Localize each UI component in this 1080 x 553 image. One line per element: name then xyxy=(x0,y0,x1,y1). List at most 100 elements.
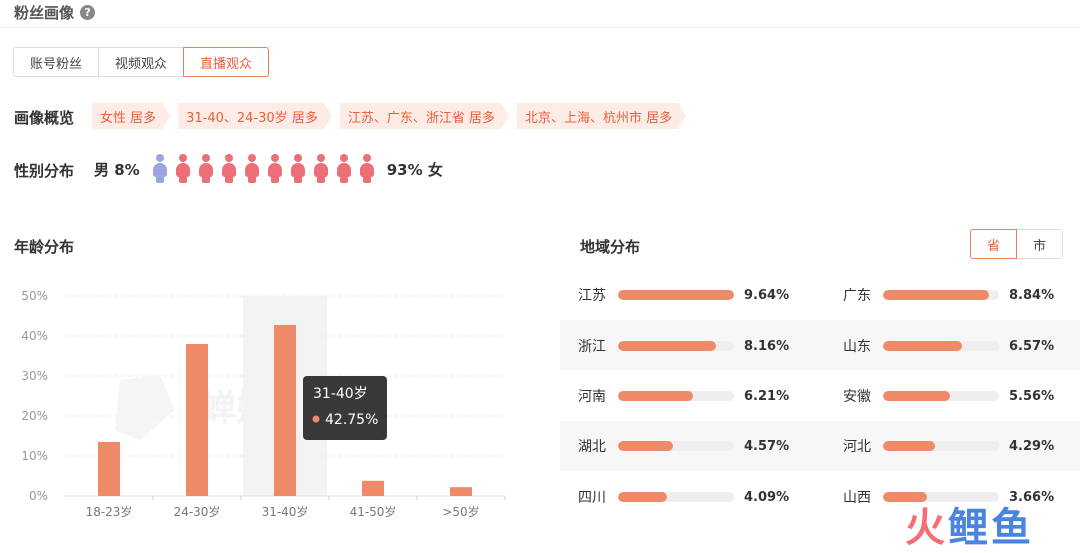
x-tick-label: 31-40岁 xyxy=(262,504,309,519)
gender-icons xyxy=(152,154,375,184)
region-item: 江苏 9.64% xyxy=(578,285,789,305)
region-bar xyxy=(883,492,999,502)
y-tick-label: 20% xyxy=(21,409,48,423)
region-bar-fill xyxy=(618,492,668,502)
brand-logo-char: 鱼 xyxy=(991,505,1032,551)
region-value: 6.57% xyxy=(1009,338,1055,354)
age-label: 年龄分布 xyxy=(14,238,75,256)
region-bar-fill xyxy=(618,391,693,401)
tooltip-title: 31-40岁 xyxy=(313,386,368,402)
female-person-icon xyxy=(221,154,237,184)
region-bar-fill xyxy=(883,290,990,300)
region-name: 河北 xyxy=(843,439,871,455)
male-person-icon xyxy=(152,154,168,184)
region-bar xyxy=(618,492,734,502)
brand-logo-char: 火 xyxy=(905,505,946,551)
region-value: 5.56% xyxy=(1009,388,1055,404)
region-name: 安徽 xyxy=(843,389,871,405)
tab-account-fans[interactable]: 账号粉丝 xyxy=(13,47,100,77)
female-person-icon xyxy=(267,154,283,184)
female-person-icon xyxy=(336,154,352,184)
gender-distribution: 男 8% 93% 女 xyxy=(94,154,443,184)
region-item: 河北 4.29% xyxy=(843,436,1054,456)
help-icon[interactable]: ? xyxy=(80,5,96,20)
overview-label: 画像概览 xyxy=(14,109,75,127)
region-bar-fill xyxy=(883,441,935,451)
x-tick-label: 18-23岁 xyxy=(86,504,133,519)
y-tick-label: 40% xyxy=(21,329,48,343)
region-bar xyxy=(883,341,999,351)
female-person-icon xyxy=(359,154,375,184)
region-value: 4.57% xyxy=(744,438,790,454)
toggle-province[interactable]: 省 xyxy=(970,229,1017,259)
age-bar-chart: 蝉妈妈0%10%20%30%40%50%18-23岁24-30岁31-40岁41… xyxy=(21,289,506,519)
female-person-icon xyxy=(244,154,260,184)
brand-watermark-logo: 火鲤鱼 xyxy=(905,495,1032,553)
region-item: 浙江 8.16% xyxy=(578,336,789,356)
region-bar xyxy=(883,441,999,451)
tooltip-value: 42.75% xyxy=(325,412,378,428)
tab-live-viewers[interactable]: 直播观众 xyxy=(183,47,270,77)
age-bar xyxy=(98,442,120,496)
overview-tag: 江苏、广东、浙江省 居多 xyxy=(340,103,509,129)
y-tick-label: 0% xyxy=(29,489,48,503)
y-tick-label: 30% xyxy=(21,369,48,383)
region-name: 湖北 xyxy=(578,439,606,455)
region-bar-fill xyxy=(883,492,928,502)
audience-tabs: 账号粉丝 视频观众 直播观众 xyxy=(13,47,270,77)
female-person-icon xyxy=(313,154,329,184)
region-item: 安徽 5.56% xyxy=(843,386,1054,406)
tab-video-viewers[interactable]: 视频观众 xyxy=(98,47,185,77)
region-item: 湖北 4.57% xyxy=(578,436,789,456)
overview-tags: 女性 居多 31-40、24-30岁 居多 江苏、广东、浙江省 居多 北京、上海… xyxy=(92,103,686,129)
tooltip-box xyxy=(303,376,387,440)
age-bar xyxy=(186,344,208,496)
female-person-icon xyxy=(175,154,191,184)
region-name: 江苏 xyxy=(578,288,606,304)
region-value: 3.66% xyxy=(1009,489,1055,505)
tooltip-dot xyxy=(312,415,320,423)
region-value: 6.21% xyxy=(744,388,790,404)
region-value: 4.29% xyxy=(1009,438,1055,454)
section-title: 粉丝画像 ? xyxy=(14,2,96,23)
overview-tag: 北京、上海、杭州市 居多 xyxy=(517,103,686,129)
region-item: 河南 6.21% xyxy=(578,386,789,406)
overview-tag: 31-40、24-30岁 居多 xyxy=(178,103,332,129)
male-share-text: 男 8% xyxy=(94,160,140,179)
female-share-text: 93% 女 xyxy=(386,160,443,179)
age-bar xyxy=(274,325,296,496)
female-person-icon xyxy=(198,154,214,184)
region-value: 8.84% xyxy=(1009,287,1055,303)
region-name: 河南 xyxy=(578,389,606,405)
region-toggle: 省 市 xyxy=(970,229,1063,259)
region-bar-fill xyxy=(618,341,717,351)
toggle-city[interactable]: 市 xyxy=(1016,229,1063,259)
region-bar xyxy=(883,391,999,401)
region-value: 8.16% xyxy=(744,338,790,354)
region-bar-fill xyxy=(618,441,673,451)
y-tick-label: 10% xyxy=(21,449,48,463)
region-item: 山西 3.66% xyxy=(843,487,1054,507)
region-name: 浙江 xyxy=(578,339,606,355)
x-tick-label: 24-30岁 xyxy=(174,504,221,519)
brand-logo-char: 鲤 xyxy=(948,505,989,551)
watermark-logo-shape xyxy=(115,375,175,440)
region-item: 山东 6.57% xyxy=(843,336,1054,356)
region-item: 广东 8.84% xyxy=(843,285,1054,305)
y-tick-label: 50% xyxy=(21,289,48,303)
gender-label: 性别分布 xyxy=(14,162,75,180)
region-name: 广东 xyxy=(843,288,871,304)
region-bar-fill xyxy=(883,391,950,401)
region-name: 山西 xyxy=(843,490,871,506)
region-value: 9.64% xyxy=(744,287,790,303)
region-bar xyxy=(618,441,734,451)
x-tick-label: 41-50岁 xyxy=(350,504,397,519)
x-tick-label: >50岁 xyxy=(442,504,479,519)
region-bar-fill xyxy=(618,290,734,300)
overview-tag: 女性 居多 xyxy=(92,103,170,129)
region-bar-fill xyxy=(883,341,963,351)
region-name: 山东 xyxy=(843,339,871,355)
region-bar xyxy=(618,290,734,300)
age-bar xyxy=(362,480,384,496)
region-bar xyxy=(883,290,999,300)
